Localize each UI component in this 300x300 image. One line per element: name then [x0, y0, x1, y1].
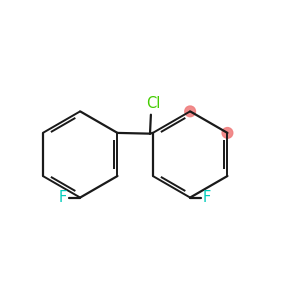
Text: Cl: Cl	[146, 96, 160, 111]
Text: F: F	[59, 190, 68, 205]
Circle shape	[222, 128, 233, 138]
Circle shape	[185, 106, 196, 117]
Text: F: F	[203, 190, 211, 205]
